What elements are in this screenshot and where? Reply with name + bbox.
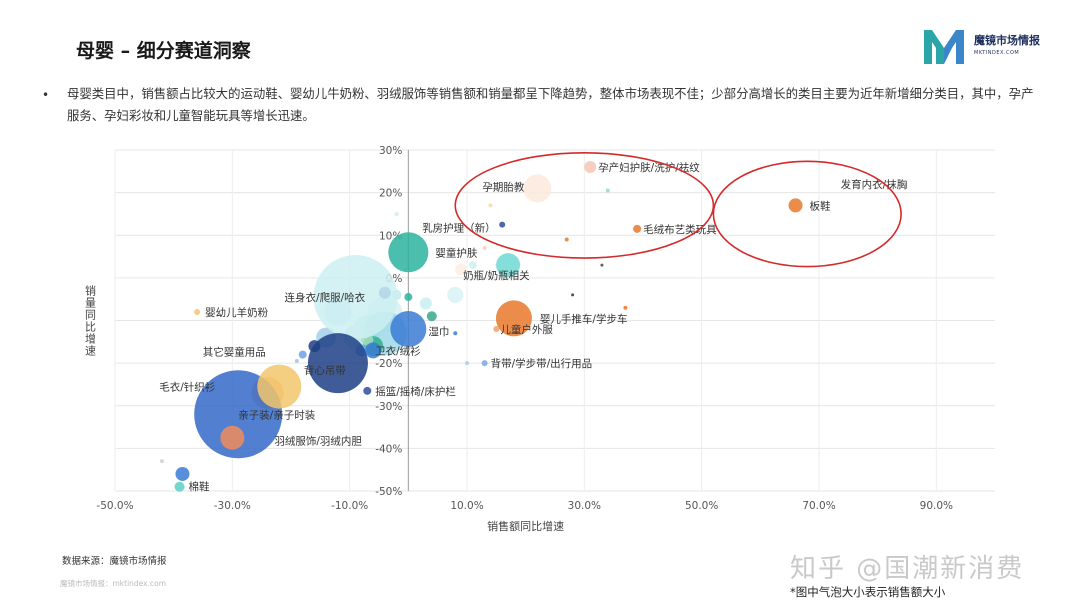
bubble-label: 卫衣/绒衫: [375, 344, 421, 357]
bubble-point: [495, 300, 532, 337]
bubble-label: 湿巾: [428, 325, 449, 338]
bubble-point: [633, 224, 642, 233]
bubble-point: [584, 161, 597, 174]
bubble-label: 孕期胎教: [482, 180, 524, 193]
bubble-unlabeled: [571, 293, 575, 297]
bubble-point: [523, 174, 552, 203]
y-tick-label: 30%: [379, 145, 402, 157]
watermark-small: 魔镜市场情报：mktindex.com: [60, 579, 167, 588]
bubble-unlabeled: [465, 361, 469, 366]
bubble-unlabeled: [488, 203, 493, 208]
bubble-unlabeled: [426, 311, 437, 322]
y-tick-label: -20%: [375, 358, 402, 370]
bubble-label: 乳房护理（新）: [422, 222, 496, 235]
bubble-point: [220, 425, 245, 450]
watermark-zhihu: 知乎 @国潮新消费: [790, 554, 1025, 584]
brand-logo: 魔镜市场情报 MKTINDEX.COM: [922, 26, 1062, 68]
bubble-label: 摇篮/摇椅/床护栏: [375, 385, 456, 398]
bubble-point: [313, 255, 398, 340]
x-tick-label: 10.0%: [450, 500, 483, 512]
bubble-unlabeled: [404, 293, 413, 302]
bubble-label: 背心吊带: [304, 364, 346, 377]
bubble-point: [493, 326, 500, 333]
summary-text: 母婴类目中，销售额占比较大的运动鞋、婴幼儿牛奶粉、羽绒服饰等销售额和销量都呈下降…: [67, 86, 1034, 123]
bubble-unlabeled: [623, 305, 628, 310]
highlight-ellipse: [454, 151, 715, 259]
bubble-unlabeled: [605, 188, 610, 193]
bubble-unlabeled: [482, 246, 487, 251]
bubble-label: 羽绒服饰/羽绒内胆: [274, 435, 362, 448]
bubble-point: [257, 364, 302, 409]
bubble-point: [363, 386, 372, 395]
bubble-unlabeled: [564, 237, 569, 242]
data-source: 数据来源：魔镜市场情报: [62, 556, 167, 567]
bubble-label: 其它婴童用品: [203, 346, 266, 359]
bubble-label: 孕产妇护肤/洗护/祛纹: [598, 161, 700, 174]
x-tick-label: -30.0%: [214, 500, 251, 512]
y-tick-label: 20%: [379, 188, 402, 200]
bubble-point: [298, 350, 307, 359]
bubble-point: [788, 198, 803, 213]
x-tick-label: 70.0%: [802, 500, 835, 512]
bubble-point: [481, 360, 488, 367]
bubble-point: [390, 311, 427, 348]
bubble-label: 板鞋: [810, 199, 831, 212]
bubble-chart: 30%20%10%0%-10%-20%-30%-40%-50%-50.0%-30…: [84, 145, 995, 533]
bubble-label: 婴儿手推车/学步车: [540, 312, 628, 325]
x-tick-label: -10.0%: [331, 500, 368, 512]
page-title: 母婴 – 细分赛道洞察: [76, 40, 251, 62]
bubble-unlabeled: [447, 286, 464, 303]
bubble-point: [388, 232, 429, 273]
bubble-label: 亲子装/亲子时装: [238, 408, 316, 421]
x-tick-label: 30.0%: [568, 500, 601, 512]
bubble-point: [499, 221, 506, 228]
x-tick-label: 90.0%: [920, 500, 953, 512]
y-tick-label: -40%: [375, 443, 402, 455]
bubble-unlabeled: [294, 358, 299, 363]
bubble-size-note: *图中气泡大小表示销售额大小: [790, 585, 946, 599]
brand-name: 魔镜市场情报: [974, 34, 1040, 47]
bubble-label: 棉鞋: [188, 480, 209, 493]
bubble-unlabeled: [455, 263, 468, 276]
bubble-label: 儿童户外服: [500, 323, 553, 336]
bubble-unlabeled: [468, 261, 477, 270]
bubble-label: 发育内衣/抹胸: [841, 178, 908, 191]
brand-mark-icon: [924, 30, 964, 64]
bubble-label: 婴幼儿羊奶粉: [205, 306, 268, 319]
bubble-label: 连身衣/爬服/哈衣: [285, 291, 366, 304]
bubble-label: 奶瓶/奶瓶相关: [463, 269, 530, 282]
bubble-unlabeled: [394, 211, 399, 216]
bubble-unlabeled: [600, 263, 604, 267]
bubble-point: [175, 466, 190, 481]
bubble-label: 毛绒布艺类玩具: [643, 223, 717, 236]
highlight-ellipse: [712, 160, 902, 268]
bubble-point: [496, 253, 521, 278]
x-tick-label: -50.0%: [96, 500, 133, 512]
brand-url: MKTINDEX.COM: [974, 50, 1020, 56]
x-axis-title: 销售额同比增速: [487, 519, 564, 533]
bubble-unlabeled: [174, 481, 185, 492]
bubble-point: [365, 342, 382, 359]
y-tick-label: -50%: [375, 486, 402, 498]
y-tick-label: -30%: [375, 401, 402, 413]
bubble-label: 毛衣/针织衫: [159, 381, 215, 394]
x-tick-label: 50.0%: [685, 500, 718, 512]
bubble-point: [307, 333, 368, 394]
bubble-point: [194, 308, 201, 315]
bubble-unlabeled: [453, 331, 458, 336]
bubble-unlabeled: [159, 459, 164, 464]
bubble-label: 婴童护肤: [435, 246, 477, 259]
bullet-icon: •: [42, 88, 50, 102]
bubble-unlabeled: [419, 297, 432, 310]
y-axis-title: 销量同比增速: [84, 284, 97, 357]
bubble-label: 背带/学步带/出行用品: [491, 357, 593, 370]
